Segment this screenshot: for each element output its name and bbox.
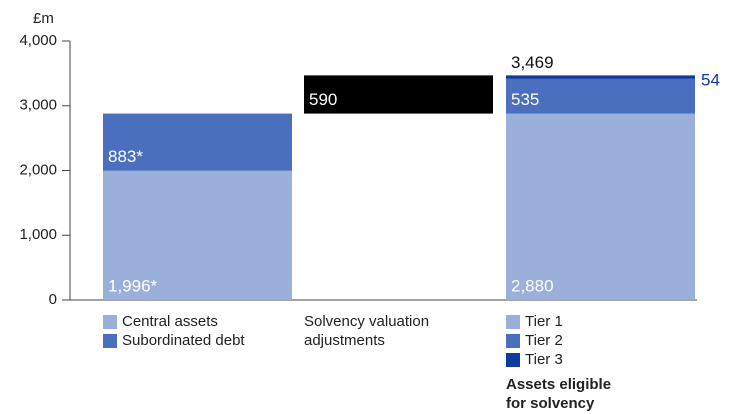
bar-segment bbox=[103, 170, 292, 300]
y-tick-label: 0 bbox=[49, 291, 57, 308]
bar-segment bbox=[304, 75, 493, 114]
legend-swatch bbox=[506, 353, 520, 367]
value-label: 883* bbox=[108, 147, 143, 166]
legend-swatch bbox=[103, 334, 117, 348]
legend-label: Tier 3 bbox=[525, 351, 563, 368]
bar-segment bbox=[506, 75, 695, 79]
legend-swatch bbox=[103, 315, 117, 329]
group-label: Solvency valuation bbox=[304, 313, 429, 330]
value-label: 535 bbox=[511, 90, 539, 109]
legend-swatch bbox=[506, 315, 520, 329]
group-label: for solvency bbox=[506, 395, 595, 412]
legend-label: Tier 1 bbox=[525, 313, 563, 330]
y-tick-label: 2,000 bbox=[19, 161, 57, 178]
group-label: adjustments bbox=[304, 332, 385, 349]
y-tick-label: 1,000 bbox=[19, 226, 57, 243]
group-label: Assets eligible bbox=[506, 376, 611, 393]
value-label: 590 bbox=[309, 90, 337, 109]
legend-label: Subordinated debt bbox=[122, 332, 245, 349]
legend-label: Tier 2 bbox=[525, 332, 563, 349]
y-unit: £m bbox=[33, 10, 54, 27]
legend-swatch bbox=[506, 334, 520, 348]
legend-label: Central assets bbox=[122, 313, 218, 330]
bar-segment bbox=[506, 78, 695, 114]
bar-segment bbox=[103, 113, 292, 171]
bar-segment bbox=[506, 113, 695, 301]
y-tick-label: 4,000 bbox=[19, 32, 57, 49]
y-tick-label: 3,000 bbox=[19, 97, 57, 114]
value-label: 2,880 bbox=[511, 276, 554, 295]
value-label: 1,996* bbox=[108, 276, 158, 295]
value-label: 54 bbox=[701, 71, 720, 90]
total-label: 3,469 bbox=[511, 53, 554, 72]
